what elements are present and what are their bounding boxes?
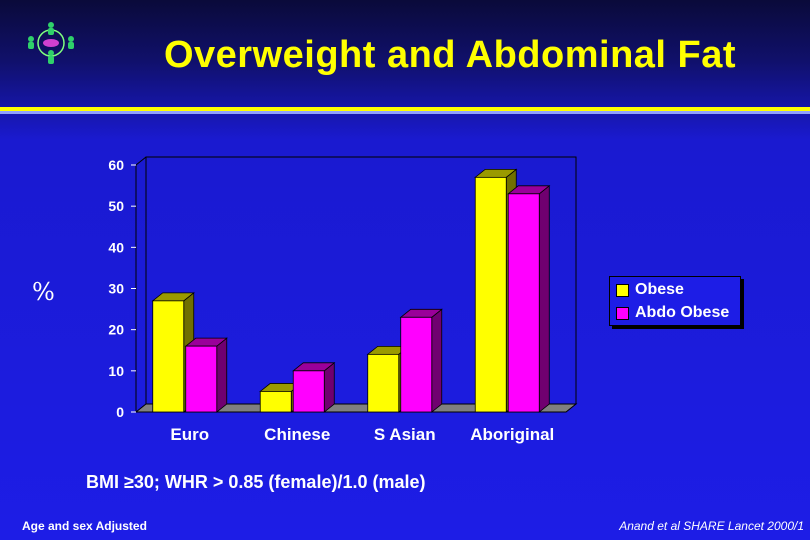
bar-euro-abdo-obese-side <box>216 337 228 413</box>
bar-s-asian-abdo-obese-side <box>431 308 443 413</box>
legend-item-abdo-obese: Abdo Obese <box>616 303 729 323</box>
bar-euro-obese <box>152 300 185 413</box>
legend-label-abdo-obese: Abdo Obese <box>635 304 730 321</box>
definition-note: BMI ≥30; WHR > 0.85 (female)/1.0 (male) <box>86 472 426 492</box>
y-tick-label: 60 <box>108 157 124 173</box>
legend-label-obese: Obese <box>635 281 684 298</box>
slide-title: Overweight and Abdominal Fat <box>163 34 737 76</box>
bar-s-asian-obese <box>367 353 400 413</box>
x-category-label: Chinese <box>264 425 330 444</box>
bar-chinese-abdo-obese-side <box>323 362 335 413</box>
bar-aboriginal-abdo-obese-side <box>538 184 550 413</box>
bar-euro-abdo-obese <box>185 345 218 413</box>
y-tick-label: 0 <box>116 404 124 420</box>
x-category-label: Aboriginal <box>470 425 554 444</box>
x-category-label: Euro <box>170 425 209 444</box>
y-unit-label: % <box>32 278 55 306</box>
bar-chinese-abdo-obese <box>292 370 325 413</box>
legend-swatch-obese <box>616 283 629 297</box>
y-tick-label: 20 <box>108 322 124 338</box>
legend-item-obese: Obese <box>616 280 684 300</box>
bar-chinese-obese <box>259 391 292 413</box>
people-circle-logo-icon <box>28 22 74 64</box>
legend-swatch-abdo-obese <box>616 306 629 320</box>
adjustment-note: Age and sex Adjusted <box>22 519 147 533</box>
y-tick-label: 50 <box>108 198 124 214</box>
bar-aboriginal-abdo-obese <box>507 193 540 413</box>
chart-legend: Obese Abdo Obese <box>609 276 741 326</box>
plot-top-edge <box>135 156 147 166</box>
x-category-label: S Asian <box>374 425 436 444</box>
y-tick-label: 40 <box>108 239 124 255</box>
bar-s-asian-abdo-obese <box>400 316 433 413</box>
title-rule <box>0 107 810 111</box>
y-tick-label: 10 <box>108 363 124 379</box>
citation: Anand et al SHARE Lancet 2000/1 <box>619 519 804 533</box>
bar-aboriginal-obese <box>474 176 507 413</box>
y-tick-label: 30 <box>108 281 124 297</box>
title-rule-shadow <box>0 111 810 114</box>
